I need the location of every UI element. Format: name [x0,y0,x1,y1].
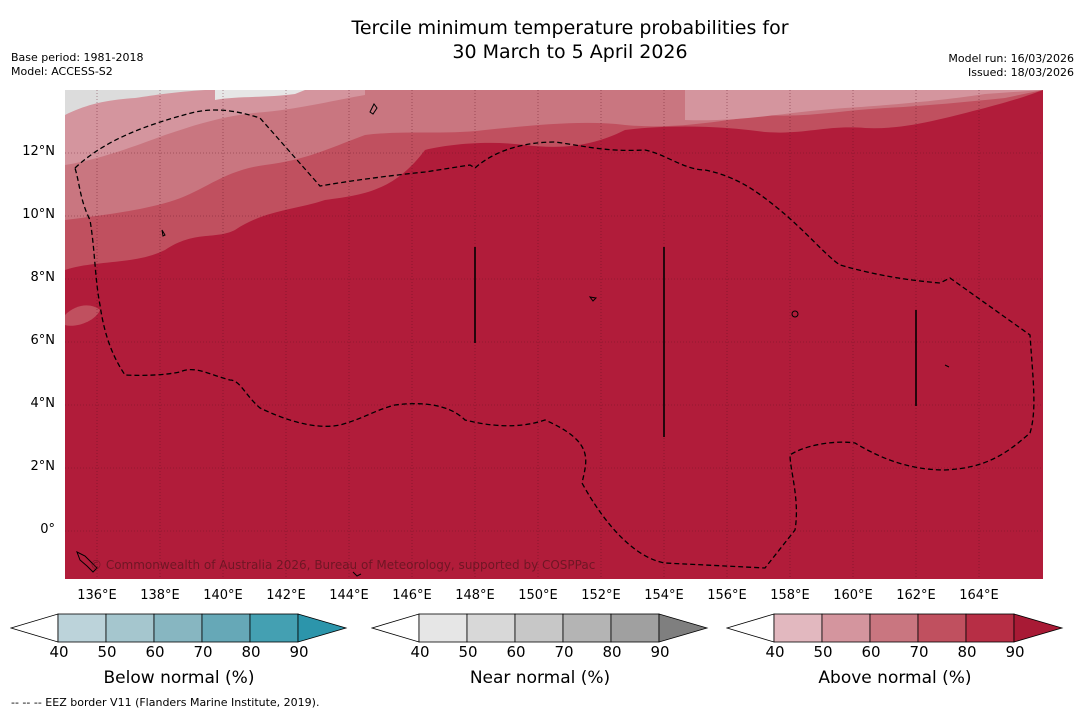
colorbar-near-normal [371,613,709,643]
lon-label-158e: 158°E [770,588,810,603]
model-name: Model: ACCESS-S2 [11,65,113,78]
near-normal-patch [65,90,205,115]
lon-label-146e: 146°E [392,588,432,603]
cb1-tick-50: 50 [458,643,478,661]
cb1-tick-60: 60 [506,643,526,661]
cb1-segment-4 [610,613,660,643]
lon-label-160e: 160°E [833,588,873,603]
lon-label-148e: 148°E [455,588,495,603]
copyright-notice: © Commonwealth of Australia 2026, Bureau… [90,558,596,572]
cb2-tick-50: 50 [813,643,833,661]
cb2-segment-4 [965,613,1015,643]
eez-footnote: -- -- -- EEZ border V11 (Flanders Marine… [11,696,320,709]
lon-label-156e: 156°E [707,588,747,603]
cb1-segment-2 [514,613,564,643]
map-gridlines [65,90,1043,579]
lat-label-2n: 2°N [30,459,56,474]
lat-label-8n: 8°N [30,270,56,285]
cb1-tick-40: 40 [410,643,430,661]
cb0-segment-1 [105,613,155,643]
cb2-tick-90: 90 [1005,643,1025,661]
lon-label-154e: 154°E [644,588,684,603]
cb1-tick-80: 80 [602,643,622,661]
meta-right: Model run: 16/03/2026 Issued: 18/03/2026 [948,52,1074,80]
eez-border [74,109,1035,569]
lat-label-4n: 4°N [30,396,56,411]
lon-label-164e: 164°E [959,588,999,603]
cb2-extend-high [1013,613,1064,643]
title-line-1: Tercile minimum temperature probabilitie… [351,17,789,39]
colorbar-above-normal [726,613,1064,643]
lon-label-144e: 144°E [329,588,369,603]
cb2-tick-60: 60 [861,643,881,661]
cb0-tick-80: 80 [241,643,261,661]
cb0-tick-50: 50 [97,643,117,661]
cb2-extend-low [726,613,775,643]
cb0-extend-high [297,613,348,643]
cb0-segment-3 [201,613,251,643]
lat-label-0: 0° [40,522,55,537]
cb0-tick-40: 40 [49,643,69,661]
cb1-segment-3 [562,613,612,643]
lat-label-6n: 6°N [30,333,56,348]
colorbar-label-near: Near normal (%) [469,668,611,688]
cb0-tick-90: 90 [289,643,309,661]
cb0-extend-low [10,613,59,643]
cb2-segment-0 [773,613,823,643]
cb1-segment-0 [418,613,468,643]
lon-label-140e: 140°E [203,588,243,603]
lat-label-10n: 10°N [22,207,55,222]
cb1-segment-1 [466,613,516,643]
cb2-tick-80: 80 [957,643,977,661]
cb0-segment-4 [249,613,299,643]
cb2-segment-1 [821,613,871,643]
cb0-tick-60: 60 [145,643,165,661]
cb1-tick-90: 90 [650,643,670,661]
band-50 [65,90,1043,165]
lon-label-142e: 142°E [266,588,306,603]
colorbar-label-above: Above normal (%) [818,668,972,688]
cb2-tick-40: 40 [765,643,785,661]
islands [76,103,950,577]
title-line-2: 30 March to 5 April 2026 [452,41,688,63]
lon-label-162e: 162°E [896,588,936,603]
cb0-segment-2 [153,613,203,643]
cb0-segment-0 [57,613,107,643]
cb1-tick-70: 70 [554,643,574,661]
model-run: Model run: 16/03/2026 [948,52,1074,65]
cb1-extend-high [658,613,709,643]
lon-label-150e: 150°E [518,588,558,603]
lon-label-152e: 152°E [581,588,621,603]
probability-map [65,90,1043,579]
cb0-tick-70: 70 [193,643,213,661]
colorbar-label-below: Below normal (%) [103,668,255,688]
lat-label-12n: 12°N [22,144,55,159]
cb2-segment-2 [869,613,919,643]
map-title: Tercile minimum temperature probabilitie… [0,16,1085,64]
band-60 [65,90,1043,220]
meta-left: Base period: 1981-2018 Model: ACCESS-S2 [11,51,143,79]
lon-label-136e: 136°E [77,588,117,603]
cb1-extend-low [371,613,420,643]
issued-date: Issued: 18/03/2026 [967,66,1074,79]
colorbar-below-normal [10,613,348,643]
cb2-segment-3 [917,613,967,643]
base-period: Base period: 1981-2018 [11,51,144,64]
cb2-tick-70: 70 [909,643,929,661]
near-normal-patch-2 [215,90,305,100]
band-70-patch [65,305,100,326]
lon-label-138e: 138°E [140,588,180,603]
